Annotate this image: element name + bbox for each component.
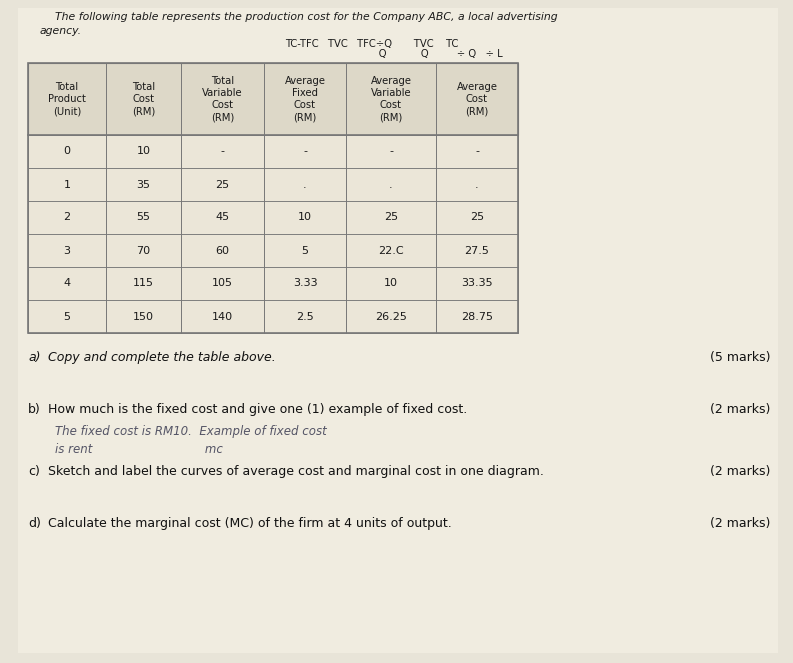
Bar: [28, 63, 518, 333]
Text: (RM): (RM): [465, 106, 488, 116]
Text: 140: 140: [212, 312, 233, 322]
Text: 27.5: 27.5: [465, 245, 489, 255]
Text: Variable: Variable: [370, 88, 412, 98]
Text: Total: Total: [132, 82, 155, 92]
Text: 3.33: 3.33: [293, 278, 317, 288]
Text: 3: 3: [63, 245, 71, 255]
Text: 10: 10: [298, 213, 312, 223]
Text: Fixed: Fixed: [292, 88, 318, 98]
Text: (RM): (RM): [132, 106, 155, 116]
Text: Q           Q         ÷ Q   ÷ L: Q Q ÷ Q ÷ L: [285, 49, 503, 59]
Text: (5 marks): (5 marks): [710, 351, 770, 364]
Text: Cost: Cost: [380, 100, 402, 110]
Text: Total: Total: [211, 76, 234, 86]
Text: The following table represents the production cost for the Company ABC, a local : The following table represents the produ…: [55, 12, 557, 22]
Text: Product: Product: [48, 94, 86, 104]
Text: Average: Average: [457, 82, 497, 92]
Text: Variable: Variable: [202, 88, 243, 98]
Text: How much is the fixed cost and give one (1) example of fixed cost.: How much is the fixed cost and give one …: [48, 403, 467, 416]
Text: 105: 105: [212, 278, 233, 288]
Text: 70: 70: [136, 245, 151, 255]
Bar: [28, 135, 518, 168]
Text: 4: 4: [63, 278, 71, 288]
Bar: [28, 267, 518, 300]
Text: 33.35: 33.35: [462, 278, 492, 288]
Text: Cost: Cost: [294, 100, 316, 110]
Text: 60: 60: [216, 245, 229, 255]
Text: (Unit): (Unit): [53, 106, 81, 116]
Text: Calculate the marginal cost (MC) of the firm at 4 units of output.: Calculate the marginal cost (MC) of the …: [48, 517, 452, 530]
Text: 25: 25: [216, 180, 229, 190]
Text: .: .: [389, 180, 393, 190]
Bar: [28, 168, 518, 201]
Text: .: .: [475, 180, 479, 190]
Bar: [28, 300, 518, 333]
Text: 25: 25: [384, 213, 398, 223]
Text: Cost: Cost: [466, 94, 488, 104]
Text: 22.C: 22.C: [378, 245, 404, 255]
Text: (RM): (RM): [211, 112, 234, 122]
Text: (2 marks): (2 marks): [710, 403, 770, 416]
Text: b): b): [28, 403, 40, 416]
Text: is rent                              mc: is rent mc: [55, 443, 223, 456]
Text: c): c): [28, 465, 40, 478]
Text: (RM): (RM): [379, 112, 403, 122]
Text: Total: Total: [56, 82, 79, 92]
Text: 10: 10: [136, 147, 151, 156]
Text: Average: Average: [370, 76, 412, 86]
Text: 150: 150: [133, 312, 154, 322]
Text: 2: 2: [63, 213, 71, 223]
Text: -: -: [475, 147, 479, 156]
Text: (2 marks): (2 marks): [710, 517, 770, 530]
Text: Copy and complete the table above.: Copy and complete the table above.: [48, 351, 276, 364]
Text: 45: 45: [216, 213, 229, 223]
Text: 5: 5: [63, 312, 71, 322]
Text: (2 marks): (2 marks): [710, 465, 770, 478]
Text: Average: Average: [285, 76, 325, 86]
Text: -: -: [389, 147, 393, 156]
Text: 28.75: 28.75: [461, 312, 493, 322]
Text: 25: 25: [470, 213, 484, 223]
Text: 5: 5: [301, 245, 308, 255]
Text: 26.25: 26.25: [375, 312, 407, 322]
Text: -: -: [220, 147, 224, 156]
Text: 55: 55: [136, 213, 151, 223]
Text: .: .: [303, 180, 307, 190]
Text: 1: 1: [63, 180, 71, 190]
Bar: [28, 201, 518, 234]
Text: -: -: [303, 147, 307, 156]
Text: 2.5: 2.5: [296, 312, 314, 322]
Text: 10: 10: [384, 278, 398, 288]
Text: 115: 115: [133, 278, 154, 288]
Text: (RM): (RM): [293, 112, 316, 122]
Text: Sketch and label the curves of average cost and marginal cost in one diagram.: Sketch and label the curves of average c…: [48, 465, 544, 478]
Text: The fixed cost is RM10.  Example of fixed cost: The fixed cost is RM10. Example of fixed…: [55, 425, 327, 438]
Text: TC-TFC   TVC   TFC÷Q       TVC    TC: TC-TFC TVC TFC÷Q TVC TC: [285, 39, 458, 49]
Bar: [28, 234, 518, 267]
Text: d): d): [28, 517, 41, 530]
Text: Cost: Cost: [132, 94, 155, 104]
Text: Cost: Cost: [212, 100, 233, 110]
Bar: [28, 63, 518, 135]
Text: 0: 0: [63, 147, 71, 156]
Text: a): a): [28, 351, 40, 364]
Text: 35: 35: [136, 180, 151, 190]
Text: agency.: agency.: [40, 26, 82, 36]
